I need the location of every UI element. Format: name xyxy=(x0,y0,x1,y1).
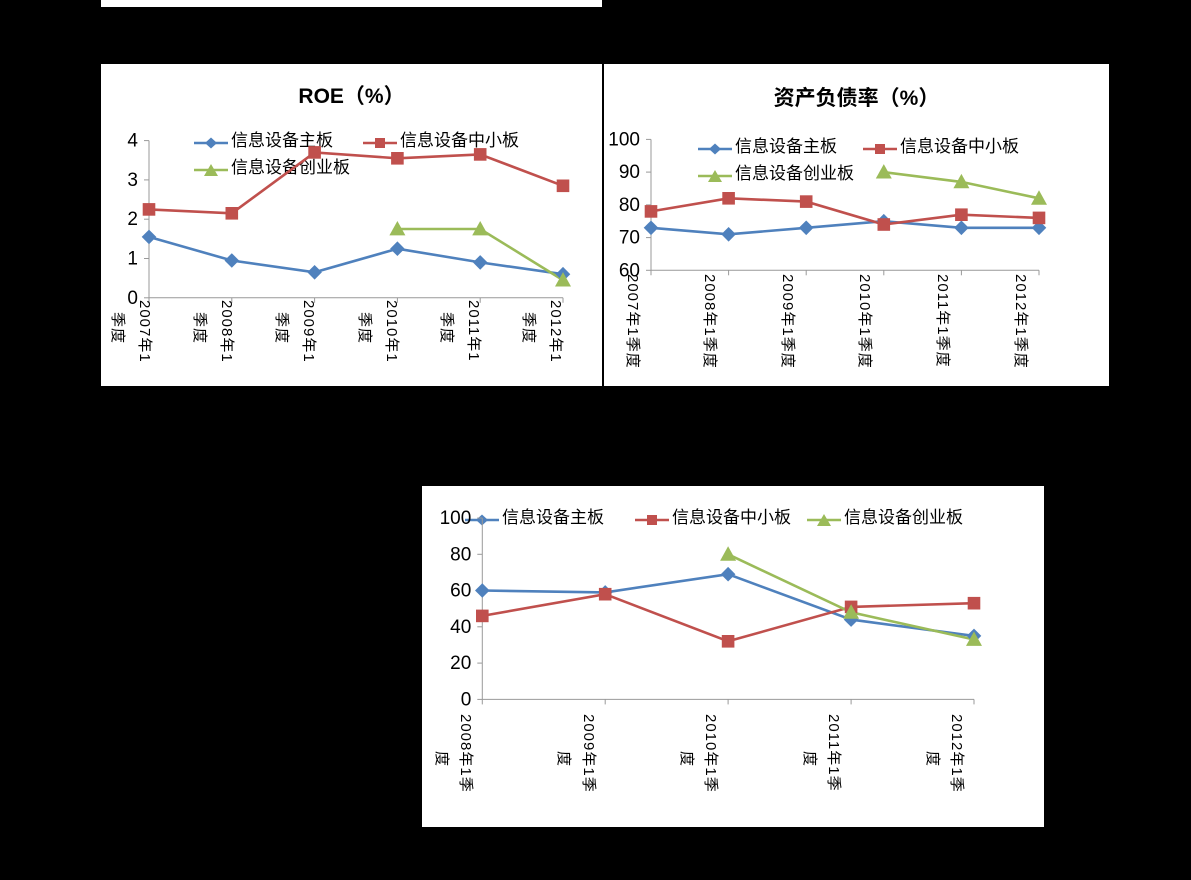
svg-text:90: 90 xyxy=(619,162,640,183)
svg-text:1: 1 xyxy=(127,249,138,270)
svg-text:100: 100 xyxy=(608,129,640,150)
svg-text:4: 4 xyxy=(127,131,138,152)
svg-text:2: 2 xyxy=(127,209,138,230)
svg-text:70: 70 xyxy=(619,228,640,249)
svg-text:100: 100 xyxy=(440,508,472,529)
svg-text:40: 40 xyxy=(450,617,471,638)
svg-text:80: 80 xyxy=(619,195,640,216)
svg-text:60: 60 xyxy=(450,581,471,602)
svg-text:20: 20 xyxy=(450,653,471,674)
svg-text:3: 3 xyxy=(127,170,138,191)
svg-text:80: 80 xyxy=(450,544,471,565)
